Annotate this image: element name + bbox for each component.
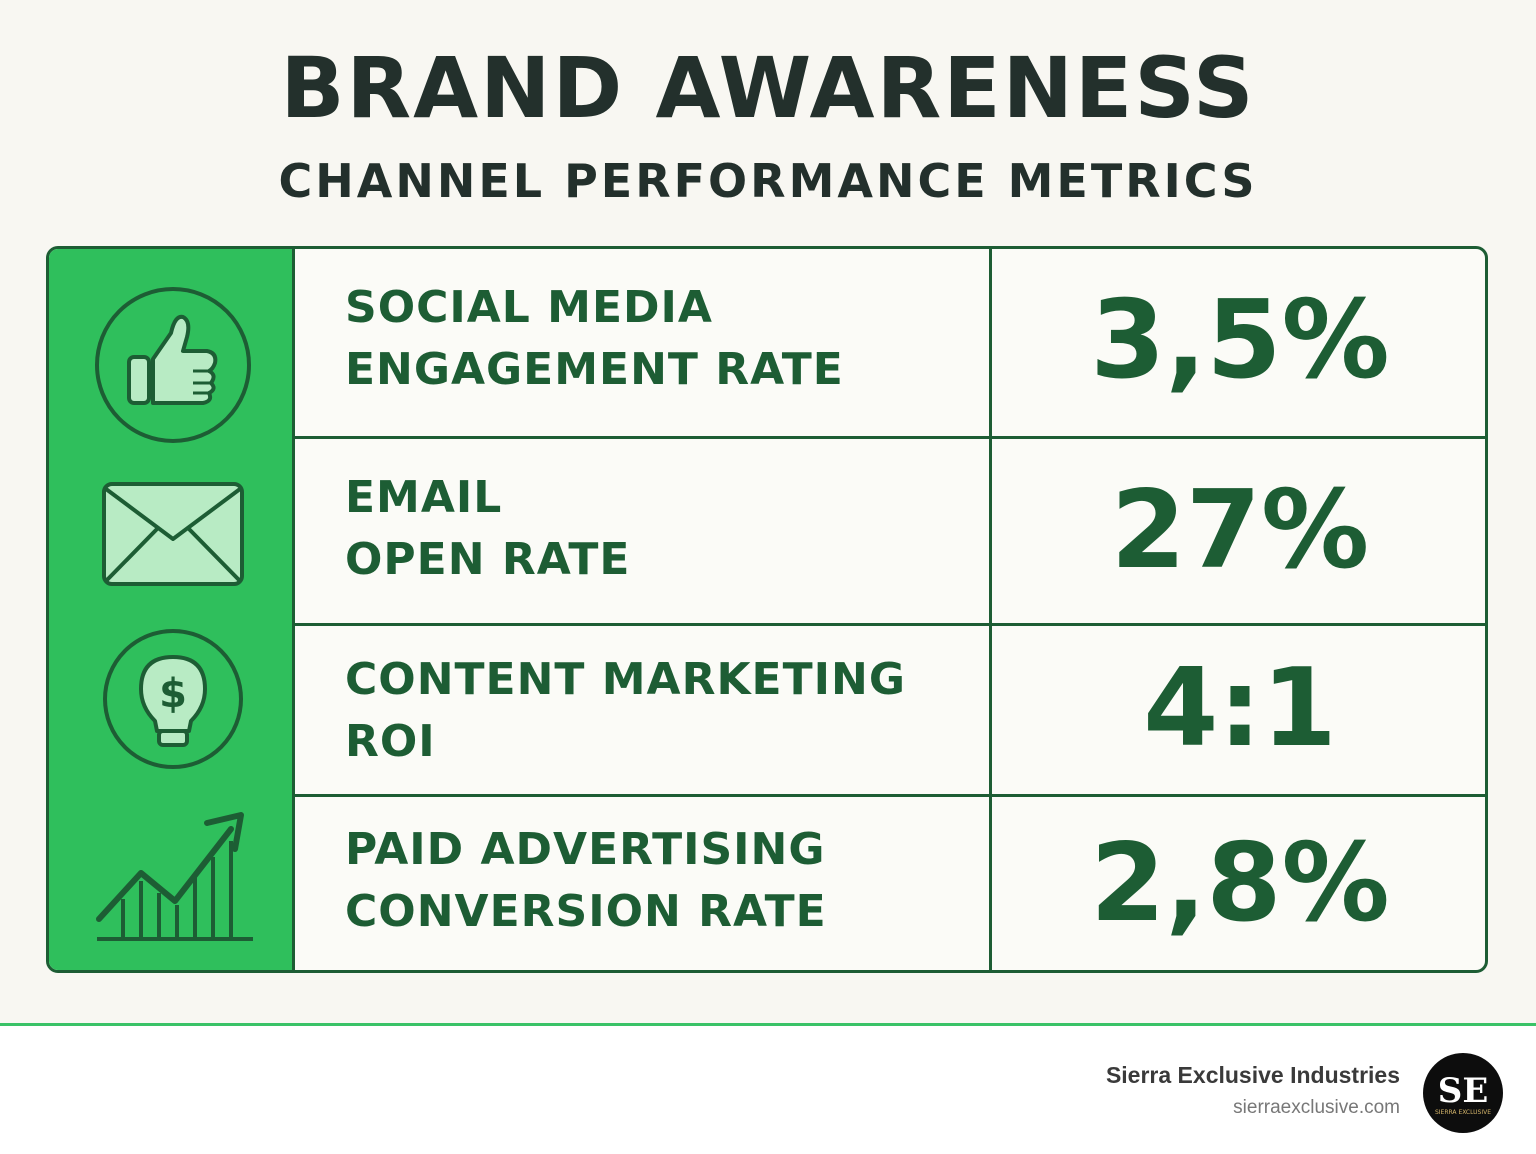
metric-value: 3,5%	[1090, 278, 1390, 403]
metric-label: EMAIL OPEN RATE	[345, 472, 631, 585]
page-title: BRAND AWARENESS	[280, 39, 1256, 137]
row-divider	[295, 436, 1485, 439]
metric-label: SOCIAL MEDIA ENGAGEMENT RATE	[345, 282, 844, 395]
website-link[interactable]: sierraexclusive.com	[1233, 1097, 1400, 1118]
column-divider	[989, 249, 992, 970]
metric-label: PAID ADVERTISING CONVERSION RATE	[345, 824, 827, 937]
company-logo: SE SIERRA EXCLUSIVE	[1423, 1053, 1503, 1133]
metric-value: 4:1	[1143, 646, 1337, 771]
svg-text:$: $	[159, 671, 187, 717]
metric-label: CONTENT MARKETING ROI	[345, 654, 906, 767]
footer	[0, 1026, 1536, 1154]
svg-text:SIERRA EXCLUSIVE: SIERRA EXCLUSIVE	[1435, 1109, 1491, 1116]
thumbs-up-icon	[95, 287, 251, 443]
envelope-icon	[102, 482, 244, 586]
metrics-table: $ SOCIAL MEDIA ENGAGEMENT RATE 3,5% EMAI…	[46, 246, 1488, 973]
metric-value: 27%	[1110, 468, 1370, 593]
footer-divider	[0, 1023, 1536, 1026]
metric-value: 2,8%	[1090, 821, 1390, 946]
svg-text:SE: SE	[1438, 1071, 1488, 1111]
icon-column: $	[49, 249, 295, 970]
company-name: Sierra Exclusive Industries	[1105, 1062, 1400, 1088]
page-subtitle: CHANNEL PERFORMANCE METRICS	[278, 154, 1258, 208]
growth-chart-icon	[96, 812, 253, 941]
row-divider	[295, 794, 1485, 797]
row-divider	[295, 623, 1485, 626]
dollar-lightbulb-icon: $	[103, 629, 243, 769]
